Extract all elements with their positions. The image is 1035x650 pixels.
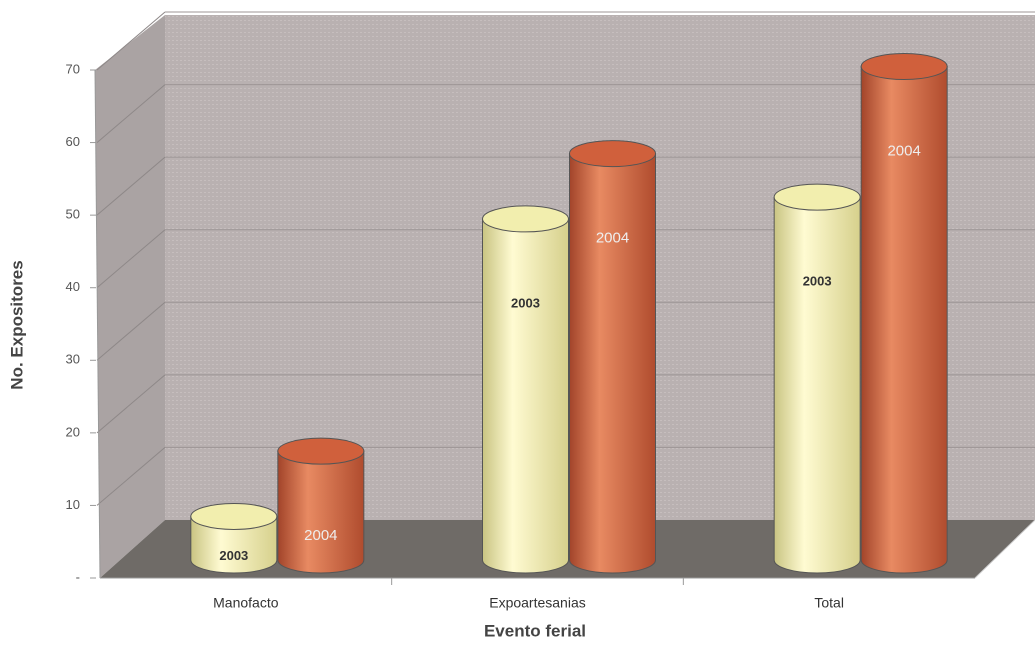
bar-series-label: 2003	[803, 274, 832, 289]
grid-line	[96, 84, 166, 143]
cylinder-body	[482, 218, 569, 574]
y-tick-label: 10	[66, 497, 80, 512]
y-tick-label: 50	[66, 207, 80, 222]
y-tick-label: 40	[66, 279, 80, 294]
bar-series-label: 2004	[596, 230, 629, 247]
grid-line	[96, 447, 166, 506]
bar-series-label: 2004	[304, 527, 337, 544]
x-axis-title: Evento ferial	[484, 621, 586, 640]
cylinder: 2004	[860, 53, 948, 574]
cylinder-top	[773, 183, 861, 211]
cylinder-top	[482, 205, 569, 233]
y-tick-label: 60	[66, 134, 80, 149]
bar-series-label: 2004	[887, 142, 920, 159]
cylinder-top	[277, 437, 365, 465]
x-tick-label: Manofacto	[213, 595, 279, 611]
cylinder-body	[277, 450, 365, 574]
y-tick-label: 30	[66, 352, 80, 367]
side-wall	[95, 15, 165, 578]
grid-line	[96, 374, 166, 434]
bar-series-label: 2003	[511, 295, 540, 310]
cylinder-top	[569, 140, 656, 168]
x-tick-label: Total	[814, 595, 844, 611]
cylinder-body	[773, 196, 861, 574]
y-tick-label: 20	[66, 424, 80, 439]
cylinder-body	[569, 153, 656, 574]
y-axis-title: No. Expositores	[7, 260, 26, 389]
cylinder-top	[190, 502, 278, 530]
cylinder-body	[860, 66, 948, 574]
grid-line	[96, 11, 166, 71]
bar-series-label: 2003	[219, 548, 248, 563]
y-axis	[94, 69, 101, 579]
cylinder-top	[860, 53, 948, 81]
cylinder: 2003	[773, 183, 861, 574]
grid-line	[96, 229, 166, 289]
bars: 2003 2004 2003 2004 2003 2004	[190, 53, 948, 574]
y-tick-label: 70	[66, 61, 80, 76]
x-tick-label: Expoartesanias	[489, 595, 586, 611]
grid-line	[96, 301, 166, 361]
cylinder: 2004	[569, 140, 656, 574]
cylinder-body	[190, 515, 278, 574]
y-tick-label: -	[76, 569, 80, 584]
cylinder: 2003	[190, 502, 278, 574]
floor-edge	[974, 519, 1035, 579]
grid-line	[96, 156, 166, 216]
cylinder: 2003	[482, 205, 569, 574]
cylinder: 2004	[277, 437, 365, 574]
